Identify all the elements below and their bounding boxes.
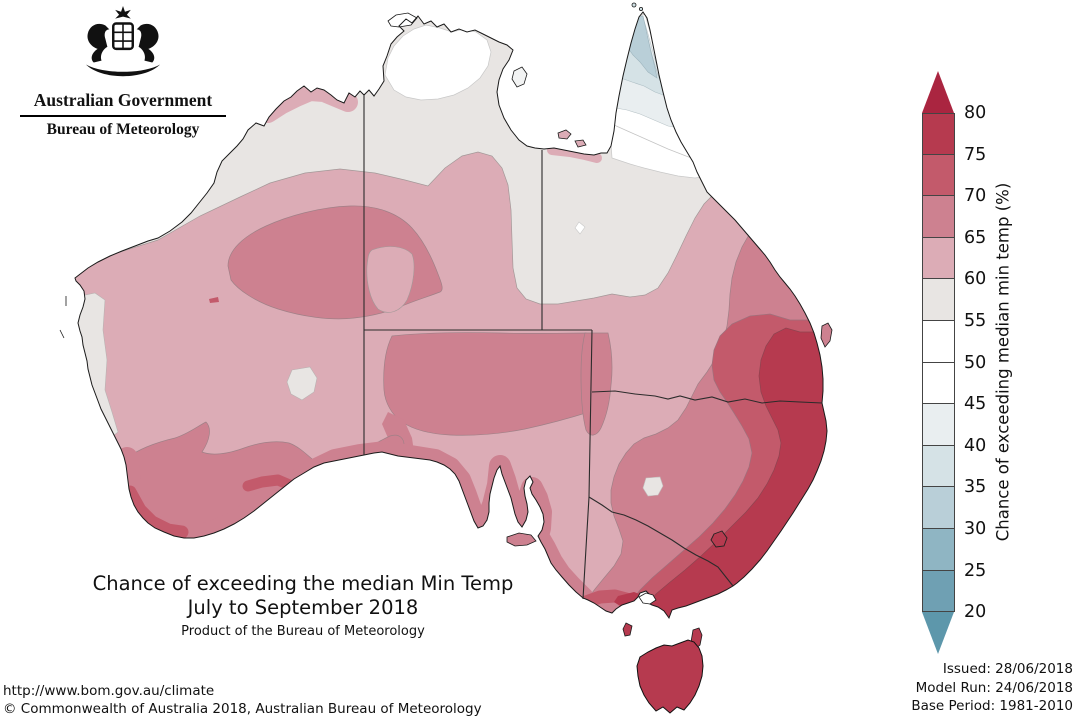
legend-tick: 55	[964, 311, 987, 331]
state-borders	[363, 95, 823, 600]
legend-seg-25-30	[922, 528, 955, 571]
region-65-70-sa	[383, 332, 592, 436]
legend-seg-65-70	[922, 196, 955, 238]
island-melville	[387, 12, 418, 28]
legend-seg-20-25	[922, 570, 955, 613]
region-70-75-leeuwin	[123, 485, 189, 539]
island-groote	[511, 66, 528, 88]
legend-tick: 70	[964, 186, 987, 207]
island-mornington	[557, 129, 572, 140]
legend-seg-45-50	[922, 362, 955, 405]
coat-of-arms-icon	[85, 5, 161, 77]
coastline	[74, 11, 828, 620]
legend-tick: 50	[964, 352, 987, 373]
island-kangaroo	[506, 532, 537, 547]
map-title-block: Chance of exceeding the median Min Temp …	[93, 572, 514, 642]
region-topend-white	[384, 24, 492, 101]
island-fraser	[820, 322, 833, 348]
region-65-70-wa-hole	[366, 246, 415, 313]
logo-divider	[20, 115, 226, 117]
islands	[59, 2, 833, 651]
island-sharkbay-islets	[59, 296, 67, 339]
border-nsw-vic	[588, 496, 734, 587]
base-period: Base Period: 1981-2010	[911, 698, 1073, 714]
spot-wa-grey	[286, 366, 318, 401]
region-gulf-pink	[547, 145, 602, 163]
logo-bureau-text: Bureau of Meteorology	[46, 121, 200, 138]
legend-arrow-above-80	[922, 71, 954, 113]
legend-tick: 35	[964, 477, 987, 498]
island-torres-2	[639, 7, 644, 12]
map-title: Chance of exceeding the median Min Temp	[92, 572, 514, 595]
legend-tick: 20	[964, 602, 987, 623]
legend-colorbar: 80 75 70 65 60 55 50 45 40 35 30 25 20	[922, 71, 986, 655]
region-65-70-sa-connector	[382, 412, 414, 452]
tasmania	[636, 639, 704, 714]
legend-tick: 65	[964, 227, 987, 248]
border-qld-nsw	[591, 390, 823, 404]
region-65-70-corner	[580, 332, 613, 436]
legend-tick: 60	[964, 269, 987, 290]
legend-seg-50-55	[922, 320, 955, 363]
contour-line-capeyork	[613, 124, 701, 162]
island-king	[622, 622, 633, 637]
island-torres-1	[631, 2, 637, 8]
legend-seg-70-75	[922, 154, 955, 197]
legend-tick: 80	[964, 103, 987, 123]
island-mornington-2	[574, 139, 587, 148]
map-product-note: Product of the Bureau of Meteorology	[181, 624, 425, 639]
spot-nsw-grey	[642, 476, 664, 497]
legend-arrow-below-20	[922, 612, 954, 655]
logo-government-text: Australian Government	[33, 90, 213, 110]
legend-tick: 40	[964, 435, 987, 456]
legend-seg-30-35	[922, 487, 955, 529]
issued-date: Issued: 28/06/2018	[942, 661, 1073, 677]
run-info-block: Issued: 28/06/2018 Model Run: 24/06/2018…	[911, 660, 1073, 716]
spot-wa-dash	[209, 297, 219, 303]
model-run-date: Model Run: 24/06/2018	[915, 679, 1073, 696]
region-70-75-albany	[242, 474, 298, 492]
legend-tick: 45	[964, 394, 987, 415]
legend-tick: 25	[964, 560, 987, 581]
legend-axis-label: Chance of exceeding median min temp (%)	[993, 182, 1013, 542]
legend-bar	[922, 113, 955, 613]
port-phillip-bay	[638, 592, 657, 605]
map-subtitle-period: July to September 2018	[187, 596, 419, 619]
legend-tick: 75	[964, 144, 987, 165]
legend-seg-55-60	[922, 279, 955, 321]
legend-seg-40-45	[922, 404, 955, 446]
legend-seg-35-40	[922, 445, 955, 488]
footer-copyright: © Commonwealth of Australia 2018, Austra…	[3, 701, 482, 717]
region-act	[710, 530, 728, 548]
footer-url: http://www.bom.gov.au/climate	[3, 683, 215, 699]
legend-seg-60-65	[922, 237, 955, 280]
bom-logo: Australian Government Bureau of Meteorol…	[18, 4, 228, 139]
spot-nwqld-white	[574, 221, 586, 235]
legend-tick: 30	[964, 519, 987, 539]
legend-seg-75-80	[922, 113, 955, 155]
footer-block: http://www.bom.gov.au/climate © Commonwe…	[3, 682, 482, 718]
